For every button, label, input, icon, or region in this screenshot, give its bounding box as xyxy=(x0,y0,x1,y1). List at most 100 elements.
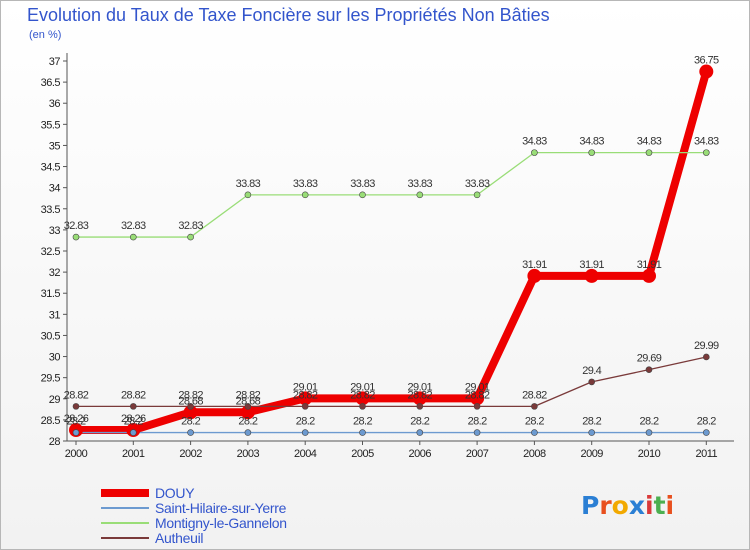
data-point xyxy=(588,378,596,386)
data-label: 28.82 xyxy=(293,389,318,401)
y-tick-label: 36.5 xyxy=(41,77,61,89)
data-label: 28.2 xyxy=(410,416,429,428)
data-point xyxy=(416,191,424,199)
data-label: 28.2 xyxy=(639,416,658,428)
data-label: 33.83 xyxy=(293,178,318,190)
data-label: 32.83 xyxy=(64,220,89,232)
data-label: 32.83 xyxy=(178,220,203,232)
data-label: 28.26 xyxy=(64,413,89,425)
data-label: 28.68 xyxy=(178,395,203,407)
series-line-douy xyxy=(72,67,711,435)
data-label: 28.2 xyxy=(181,416,200,428)
logo-letter: r xyxy=(599,491,612,520)
legend-item: Autheuil xyxy=(101,529,287,546)
data-point xyxy=(183,405,198,420)
x-tick-label: 2003 xyxy=(237,448,260,460)
data-point xyxy=(72,233,80,241)
data-label: 29.69 xyxy=(637,353,662,365)
logo-letter: o xyxy=(611,491,629,520)
logo-letter: i xyxy=(645,491,654,520)
data-label: 28.82 xyxy=(408,389,433,401)
data-point xyxy=(645,429,653,436)
data-point xyxy=(527,268,542,283)
data-point xyxy=(642,268,656,283)
legend-label: Autheuil xyxy=(155,529,204,546)
y-tick-label: 34.5 xyxy=(41,162,61,174)
data-point xyxy=(473,429,481,436)
x-tick-label: 2009 xyxy=(580,448,603,460)
x-tick-label: 2005 xyxy=(351,448,374,460)
data-label: 28.2 xyxy=(238,416,257,428)
y-tick-label: 29 xyxy=(49,394,61,406)
x-tick-label: 2004 xyxy=(294,448,317,460)
legend-item: Montigny-le-Gannelon xyxy=(101,515,287,531)
data-point xyxy=(130,429,137,436)
logo-letter: P xyxy=(581,491,600,520)
series-line-montigny-le-gannelon xyxy=(75,151,707,238)
proxiti-logo: Proxiti xyxy=(581,491,674,520)
data-label: 28.2 xyxy=(697,416,716,428)
data-label: 28.2 xyxy=(124,416,143,428)
data-label: 28.2 xyxy=(296,416,315,428)
data-label: 34.83 xyxy=(637,136,662,148)
data-label: 29.01 xyxy=(350,381,375,393)
data-point xyxy=(588,149,596,156)
data-label: 28.82 xyxy=(236,389,261,401)
data-label: 36.75 xyxy=(694,55,719,67)
data-point xyxy=(187,429,194,436)
data-label: 31.91 xyxy=(579,259,604,271)
data-label: 28.2 xyxy=(66,416,85,428)
data-label: 28.82 xyxy=(350,389,375,401)
data-point xyxy=(359,403,366,410)
legend-swatch xyxy=(101,488,149,497)
data-label: 28.26 xyxy=(121,413,146,425)
y-tick-label: 35.5 xyxy=(41,119,61,131)
x-tick-label: 2000 xyxy=(65,448,88,460)
data-label: 34.83 xyxy=(694,136,719,148)
y-tick-label: 35 xyxy=(49,140,61,152)
data-label: 28.68 xyxy=(236,395,261,407)
data-point xyxy=(584,268,599,283)
data-label: 31.91 xyxy=(522,259,547,271)
data-point xyxy=(298,391,313,406)
data-point xyxy=(72,403,80,410)
data-point xyxy=(187,403,194,410)
data-label: 28.2 xyxy=(468,416,487,428)
data-label: 33.83 xyxy=(408,178,433,190)
data-point xyxy=(130,403,137,410)
y-tick-label: 33.5 xyxy=(41,204,61,216)
y-tick-label: 30.5 xyxy=(41,330,61,342)
data-label: 31.91 xyxy=(637,259,662,271)
y-tick-label: 30 xyxy=(49,352,61,364)
data-point xyxy=(130,233,137,241)
data-label: 28.82 xyxy=(64,389,89,401)
data-point xyxy=(473,403,481,410)
x-tick-label: 2006 xyxy=(409,448,432,460)
data-point xyxy=(416,403,424,410)
unit-label: (en %) xyxy=(29,29,62,41)
data-label: 28.2 xyxy=(525,416,544,428)
data-point xyxy=(244,429,252,436)
legend-swatch xyxy=(101,506,149,509)
data-label: 34.83 xyxy=(522,136,547,148)
data-point xyxy=(301,403,309,410)
y-tick-label: 32.5 xyxy=(41,246,61,258)
chart-title: Evolution du Taux de Taxe Foncière sur l… xyxy=(27,5,550,25)
data-point xyxy=(301,429,309,436)
y-tick-label: 28.5 xyxy=(41,415,61,427)
y-tick-label: 31.5 xyxy=(41,288,61,300)
legend-label: Saint-Hilaire-sur-Yerre xyxy=(155,499,287,516)
legend-swatch xyxy=(101,521,149,524)
legend-label: DOUY xyxy=(155,484,195,501)
data-point xyxy=(531,149,538,156)
y-tick-label: 31 xyxy=(49,309,61,321)
y-tick-label: 28 xyxy=(49,436,61,448)
data-point xyxy=(244,191,252,199)
data-label: 33.83 xyxy=(236,178,261,190)
logo-letter: t xyxy=(653,491,666,520)
x-tick-label: 2008 xyxy=(523,448,546,460)
data-label: 29.01 xyxy=(465,381,490,393)
data-point xyxy=(699,64,714,79)
